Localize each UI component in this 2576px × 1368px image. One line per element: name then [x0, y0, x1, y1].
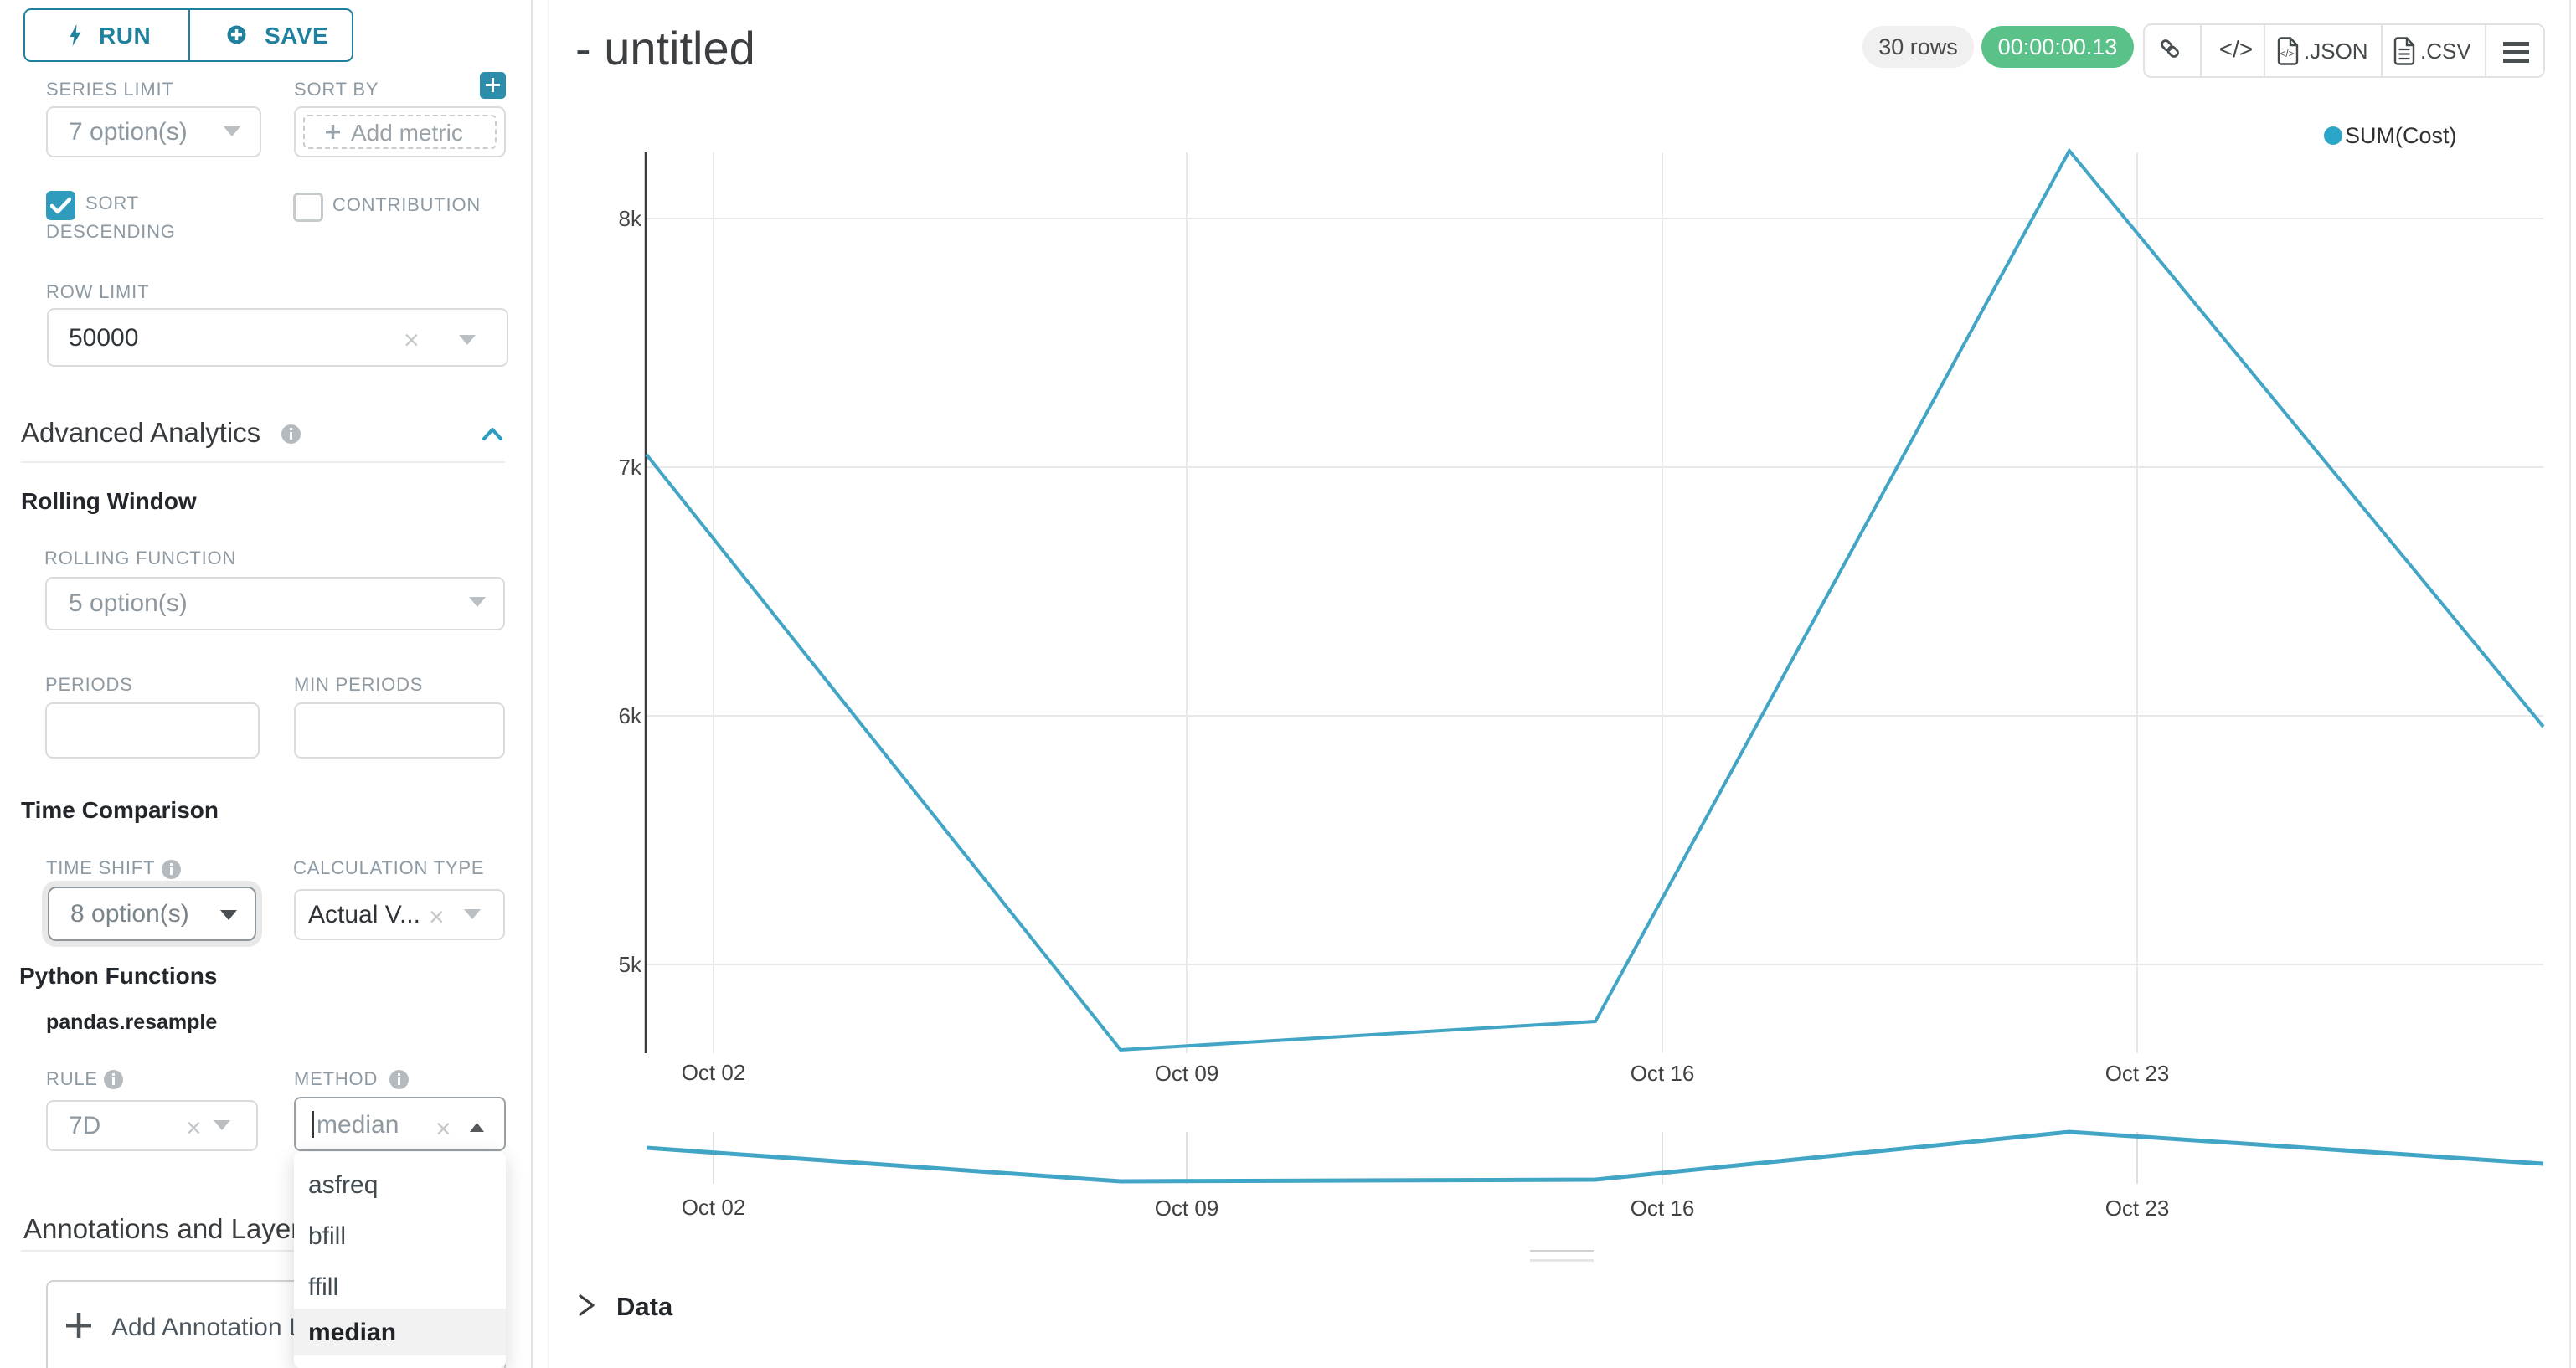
svg-text:7k: 7k: [619, 455, 642, 480]
svg-text:Oct 02: Oct 02: [682, 1060, 746, 1085]
svg-text:</>: </>: [2280, 49, 2295, 59]
svg-text:8k: 8k: [619, 206, 642, 231]
svg-text:Oct 16: Oct 16: [1631, 1196, 1695, 1221]
svg-text:Oct 16: Oct 16: [1631, 1061, 1695, 1086]
svg-text:Oct 02: Oct 02: [682, 1195, 746, 1220]
svg-text:Oct 23: Oct 23: [2105, 1196, 2170, 1221]
svg-text:Oct 09: Oct 09: [1155, 1061, 1219, 1086]
svg-text:Data: Data: [616, 1292, 673, 1321]
svg-text:Oct 09: Oct 09: [1155, 1196, 1219, 1221]
svg-text:5k: 5k: [619, 952, 642, 977]
svg-text:SUM(Cost): SUM(Cost): [2345, 123, 2457, 148]
svg-text:6k: 6k: [619, 703, 642, 728]
svg-text:Oct 23: Oct 23: [2105, 1061, 2170, 1086]
